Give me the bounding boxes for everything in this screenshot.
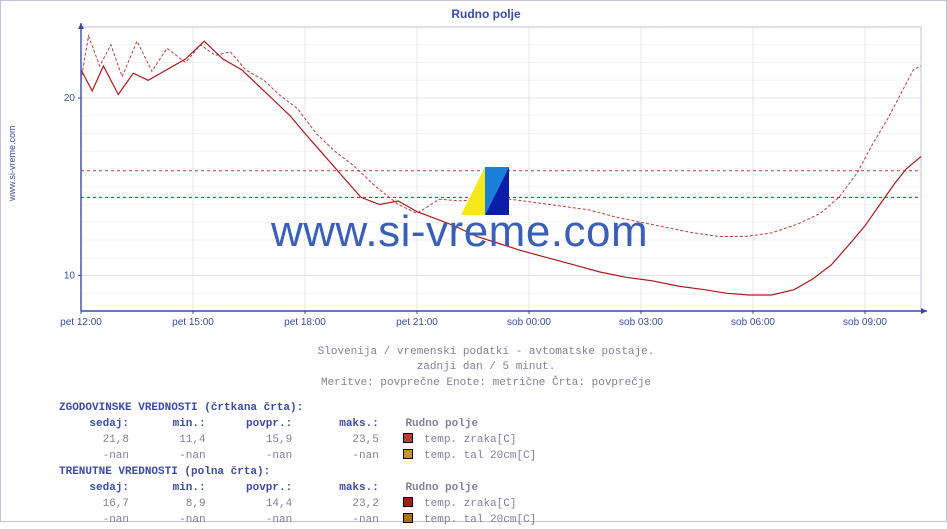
legend-header-row: sedaj: min.: povpr.: maks.: Rudno polje bbox=[59, 481, 536, 497]
legend-current-title: TRENUTNE VREDNOSTI (polna črta): bbox=[59, 465, 536, 481]
chart-container: Rudno polje 10 20 pet 12:00 pet 15:00 pet 18… bbox=[41, 7, 931, 339]
site-side-label: www.si-vreme.com bbox=[7, 125, 17, 201]
watermark-text: www.si-vreme.com bbox=[271, 207, 648, 257]
svg-text:sob 09:00: sob 09:00 bbox=[843, 317, 887, 328]
legend-hist-soil: -nan -nan -nan -nan temp. tal 20cm[C] bbox=[59, 449, 536, 465]
legend-header-row: sedaj: min.: povpr.: maks.: Rudno polje bbox=[59, 417, 536, 433]
swatch-icon bbox=[403, 497, 413, 507]
svg-text:pet 21:00: pet 21:00 bbox=[396, 317, 438, 328]
legend-historic-title: ZGODOVINSKE VREDNOSTI (črtkana črta): bbox=[59, 401, 536, 417]
svg-text:10: 10 bbox=[64, 271, 76, 282]
chart-caption: Slovenija / vremenski podatki - avtomats… bbox=[41, 345, 931, 391]
caption-line-3: Meritve: povprečne Enote: metrične Črta:… bbox=[41, 376, 931, 391]
legend-hist-air: 21,8 11,4 15,9 23,5 temp. zraka[C] bbox=[59, 433, 536, 449]
swatch-icon bbox=[403, 433, 413, 443]
svg-text:pet 15:00: pet 15:00 bbox=[172, 317, 214, 328]
legend-curr-air: 16,7 8,9 14,4 23,2 temp. zraka[C] bbox=[59, 497, 536, 513]
legend-block: ZGODOVINSKE VREDNOSTI (črtkana črta): se… bbox=[59, 401, 536, 529]
svg-text:pet 18:00: pet 18:00 bbox=[284, 317, 326, 328]
svg-text:sob 06:00: sob 06:00 bbox=[731, 317, 775, 328]
caption-line-1: Slovenija / vremenski podatki - avtomats… bbox=[41, 345, 931, 360]
svg-text:sob 03:00: sob 03:00 bbox=[619, 317, 663, 328]
svg-text:sob 00:00: sob 00:00 bbox=[507, 317, 551, 328]
swatch-icon bbox=[403, 513, 413, 523]
swatch-icon bbox=[403, 449, 413, 459]
svg-text:20: 20 bbox=[64, 93, 76, 104]
svg-text:pet 12:00: pet 12:00 bbox=[60, 317, 102, 328]
chart-title: Rudno polje bbox=[41, 7, 931, 21]
legend-curr-soil: -nan -nan -nan -nan temp. tal 20cm[C] bbox=[59, 513, 536, 529]
caption-line-2: zadnji dan / 5 minut. bbox=[41, 360, 931, 375]
